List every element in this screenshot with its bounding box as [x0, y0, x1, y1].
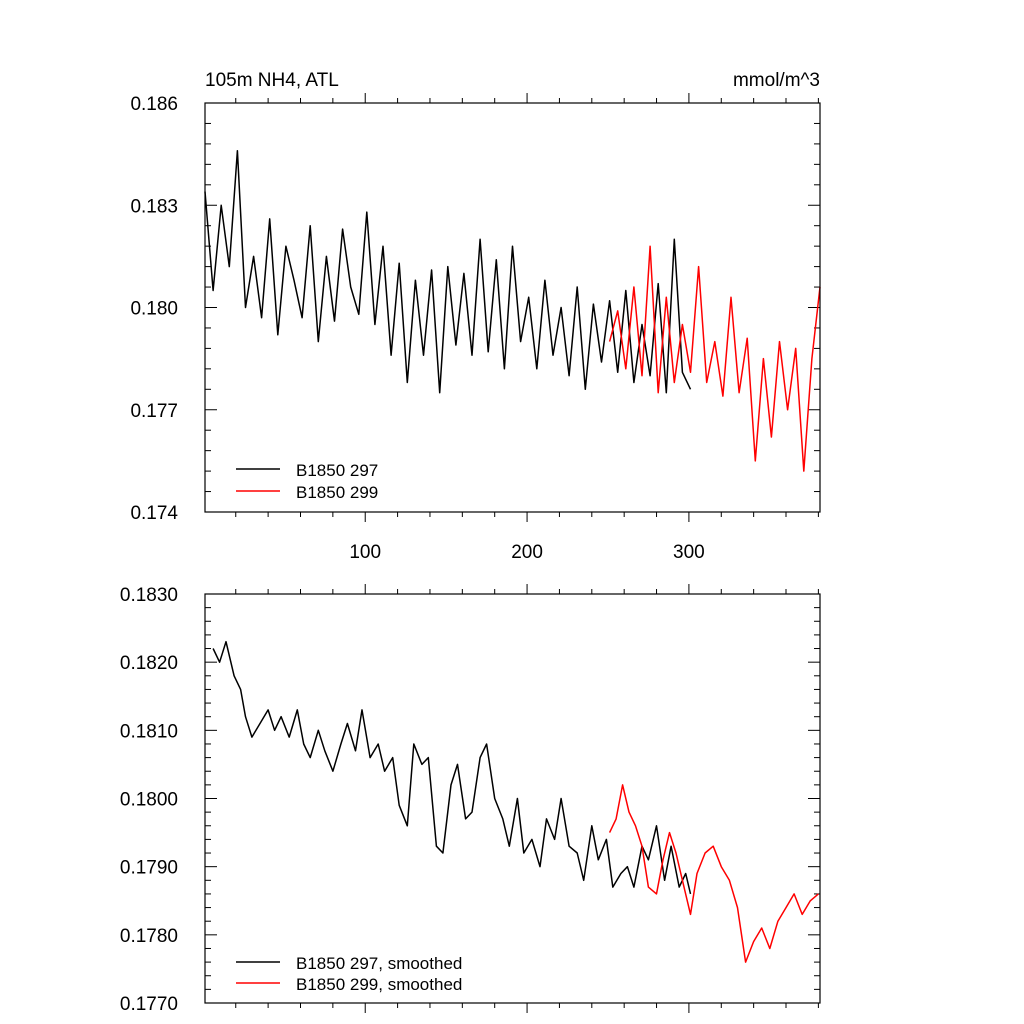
legend-label-299-smoothed: B1850 299, smoothed — [296, 975, 462, 994]
bottom-ytick-label: 0.1830 — [120, 585, 178, 606]
top-ytick-label: 0.174 — [130, 503, 178, 524]
bottom-ytick-label: 0.1820 — [120, 653, 178, 674]
bottom-ytick-label: 0.1810 — [120, 721, 178, 742]
legend-label-297: B1850 297 — [296, 461, 378, 480]
legend-label-299: B1850 299 — [296, 483, 378, 502]
bottom-ytick-label: 0.1800 — [120, 790, 178, 811]
top-xtick-label: 100 — [349, 542, 381, 563]
top-ytick-label: 0.177 — [130, 401, 178, 422]
top-chart-title: 105m NH4, ATL — [205, 70, 339, 91]
top-ytick-label: 0.186 — [130, 94, 178, 115]
bottom-ytick-label: 0.1790 — [120, 858, 178, 879]
top-ytick-label: 0.183 — [130, 196, 178, 217]
legend-label-297-smoothed: B1850 297, smoothed — [296, 954, 462, 973]
top-xtick-label: 300 — [673, 542, 705, 563]
top-ytick-label: 0.180 — [130, 299, 178, 320]
top-xtick-label: 200 — [511, 542, 543, 563]
top-chart-units: mmol/m^3 — [733, 70, 820, 91]
bottom-ytick-label: 0.1770 — [120, 994, 178, 1015]
bottom-ytick-label: 0.1780 — [120, 926, 178, 947]
